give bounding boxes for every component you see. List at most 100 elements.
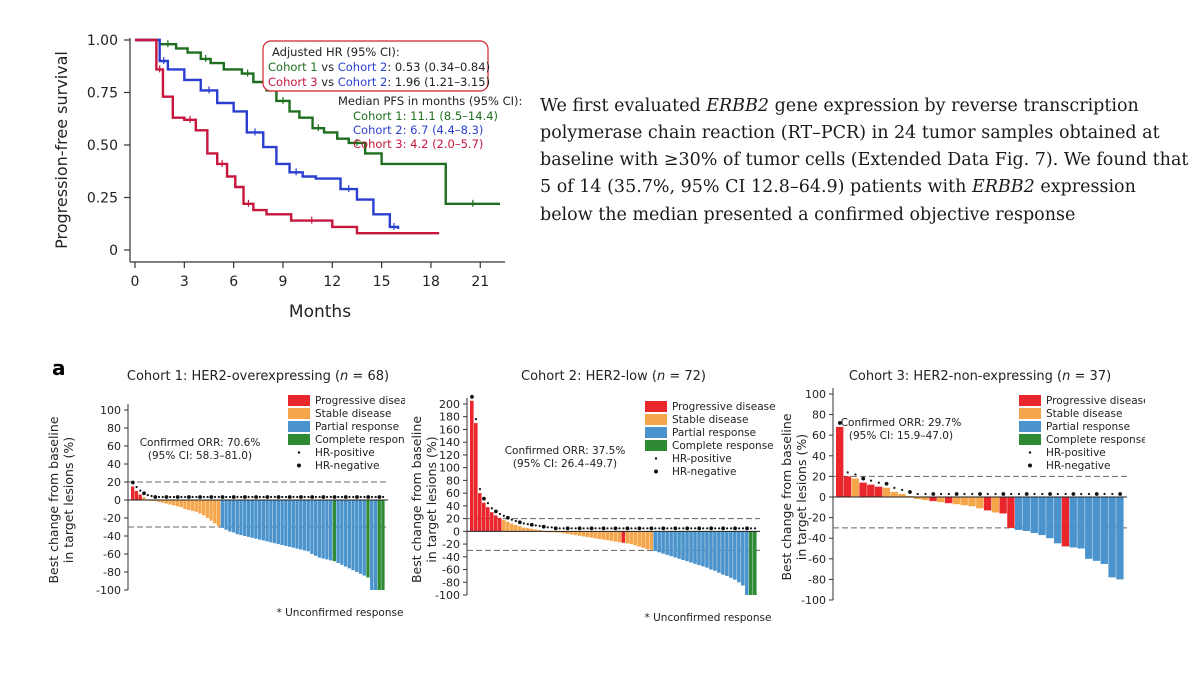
waterfall-bar [362,500,366,576]
waterfall-bar [1046,497,1054,539]
waterfall-ytick-label: -60 [103,548,121,561]
waterfall-ytick-label: -40 [103,530,121,543]
waterfall-hr-marker [678,527,681,530]
waterfall-hr-marker [337,495,340,499]
waterfall-bar [898,493,906,497]
waterfall-hr-marker [172,495,176,499]
waterfall-bar [1092,497,1101,561]
legend-swatch [288,421,310,432]
waterfall-hr-marker [187,495,191,499]
waterfall-hr-marker [321,495,326,499]
waterfall-bar [138,494,142,500]
waterfall-hr-marker [971,492,974,496]
waterfall-bar [581,531,586,537]
hr-line-2: Cohort 3 vs Cohort 2: 1.96 (1.21–3.15) [268,75,490,89]
waterfall-ytick-label: 40 [446,500,460,513]
waterfall-bar [239,500,243,536]
legend-swatch [1019,395,1041,406]
waterfall-title-prefix: Cohort 1: HER2-overexpressing ( [127,369,340,384]
hr-box [262,40,489,92]
waterfall-bar [284,500,288,546]
hr-line-1-a: Cohort 1 [268,60,318,74]
waterfall-bar [906,495,914,497]
waterfall-bar [517,526,522,532]
km-chart: 0 0.25 0.50 0.75 1.00 0 3 6 9 12 15 18 21 Months Pr… [52,33,522,322]
waterfall-hr-marker [498,512,501,516]
legend-label: HR-negative [1046,460,1110,472]
body-paragraph: We first evaluated ERBB2 gene expression… [540,93,1190,229]
waterfall-bar [573,531,578,536]
waterfall-bar [172,500,176,506]
waterfall-ytick-label: 180 [439,411,460,424]
waterfall-title-suffix: = 68) [348,369,389,384]
waterfall-ytick-label: -80 [808,573,826,586]
waterfall-ytick-label: 100 [805,388,826,401]
waterfall-title: Cohort 3: HER2-non-expressing (n = 37) [849,369,1111,384]
waterfall-bar [142,497,146,500]
legend-label: Progressive disease [1046,395,1145,407]
waterfall-bar [183,500,187,509]
waterfall-bar [205,500,210,518]
waterfall-bar [693,531,697,564]
waterfall-title-suffix: = 72) [665,369,706,384]
waterfall-hr-marker [994,492,997,496]
waterfall-hr-marker [947,492,950,496]
waterfall-bar [1038,497,1046,536]
waterfall-hr-marker [526,523,529,526]
waterfall-ytick-label: -40 [808,532,826,545]
hr-line-2-b: Cohort 2 [338,75,388,89]
waterfall-orr-ci: (95% CI: 58.3–81.0) [148,450,252,462]
legend-marker [297,451,301,454]
waterfall-bar [890,491,898,497]
waterfall-hr-marker [355,495,359,499]
waterfall-hr-marker [474,418,478,421]
waterfall-bar [929,497,937,502]
waterfall-hr-marker [281,495,284,499]
waterfall-bar [537,530,542,532]
waterfall-bar [661,531,665,554]
waterfall-hr-marker [505,515,510,520]
legend-swatch [645,427,667,438]
waterfall-hr-marker [220,495,225,499]
waterfall-hr-marker [861,476,866,481]
waterfall-bar [134,491,139,500]
waterfall-ytick-label: -100 [801,594,826,607]
body-sentence-1: We first evaluated [540,96,707,116]
waterfall-hr-marker [217,495,220,499]
waterfall-bar [228,500,232,532]
waterfall-hr-marker [673,526,678,531]
waterfall-bar [617,531,622,543]
waterfall-hr-marker [146,494,149,497]
waterfall-title-n: n [657,369,665,384]
waterfall-hr-marker [1087,492,1091,496]
waterfall-hr-marker [314,495,317,499]
waterfall-cohort-1: Cohort 1: HER2-overexpressing (n = 68) Be… [46,369,405,619]
legend-swatch [288,395,310,406]
waterfall-bar [533,529,538,532]
legend-label: HR-negative [315,460,379,472]
waterfall-bar [287,500,292,547]
waterfall-ytick-label: -20 [103,512,121,525]
waterfall-hr-marker [153,495,158,499]
waterfall-bar [569,531,574,535]
waterfall-hr-marker [231,495,236,499]
waterfall-hr-marker [135,485,138,489]
waterfall-hr-marker [884,481,889,486]
waterfall-cohort-3: Cohort 3: HER2-non-expressing (n = 37) Be… [779,369,1145,607]
km-line-cohort-3 [135,38,440,235]
legend-label: Complete response [1046,434,1145,446]
waterfall-bar [561,531,566,534]
waterfall-ytick-label: 0 [819,491,826,504]
body-text: We first evaluated ERBB2 gene expression… [540,93,1190,229]
waterfall-hr-marker [240,495,243,499]
waterfall-hr-marker [284,495,288,499]
waterfall-hr-marker [745,526,749,531]
waterfall-bar [601,531,606,540]
waterfall-hr-marker [622,527,625,530]
waterfall-ytick-label: 20 [107,476,121,489]
waterfall-hr-marker [326,495,329,499]
waterfall-hr-marker [243,495,247,499]
waterfall-bar [485,507,490,532]
waterfall-hr-marker [538,524,541,528]
waterfall-bar [291,500,295,548]
